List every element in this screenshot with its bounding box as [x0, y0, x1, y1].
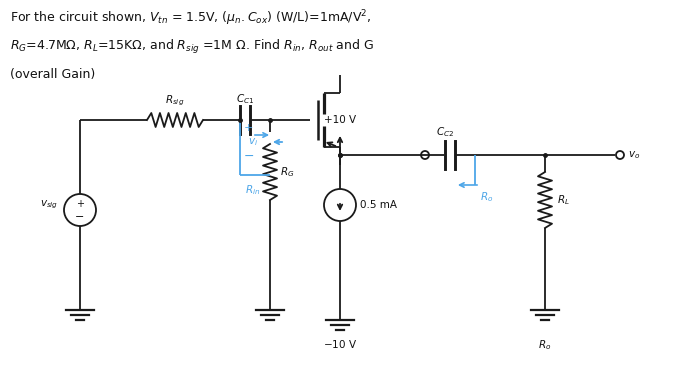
- Text: $C_{C1}$: $C_{C1}$: [236, 92, 254, 106]
- Text: (overall Gain): (overall Gain): [10, 68, 95, 81]
- Text: $R_{sig}$: $R_{sig}$: [165, 93, 185, 108]
- Text: −: −: [76, 212, 85, 222]
- Text: $R_o$: $R_o$: [538, 338, 552, 352]
- Text: $v_i$: $v_i$: [248, 136, 258, 148]
- Text: +: +: [244, 123, 253, 133]
- Text: +10 V: +10 V: [324, 115, 356, 125]
- Text: $-$10 V: $-$10 V: [323, 338, 357, 350]
- Text: $R_{in}$: $R_{in}$: [245, 183, 260, 197]
- Text: $v_o$: $v_o$: [628, 149, 640, 161]
- Text: $v_{sig}$: $v_{sig}$: [40, 199, 58, 211]
- Text: $R_o$: $R_o$: [480, 190, 494, 204]
- Text: $R_L$: $R_L$: [557, 193, 570, 207]
- Text: $R_G$=4.7MΩ, $R_L$=15KΩ, and $R_{sig}$ =1M Ω. Find $R_{in}$, $R_{out}$ and G: $R_G$=4.7MΩ, $R_L$=15KΩ, and $R_{sig}$ =…: [10, 38, 374, 56]
- Text: 0.5 mA: 0.5 mA: [360, 200, 397, 210]
- Text: $R_G$: $R_G$: [280, 165, 295, 179]
- Text: +: +: [76, 199, 84, 209]
- Text: −: −: [244, 150, 255, 162]
- Text: $C_{C2}$: $C_{C2}$: [436, 125, 454, 139]
- Text: For the circuit shown, $V_{tn}$ = 1.5V, ($\mu_n.C_{ox}$) (W/L)=1mA/V$^2$,: For the circuit shown, $V_{tn}$ = 1.5V, …: [10, 8, 372, 28]
